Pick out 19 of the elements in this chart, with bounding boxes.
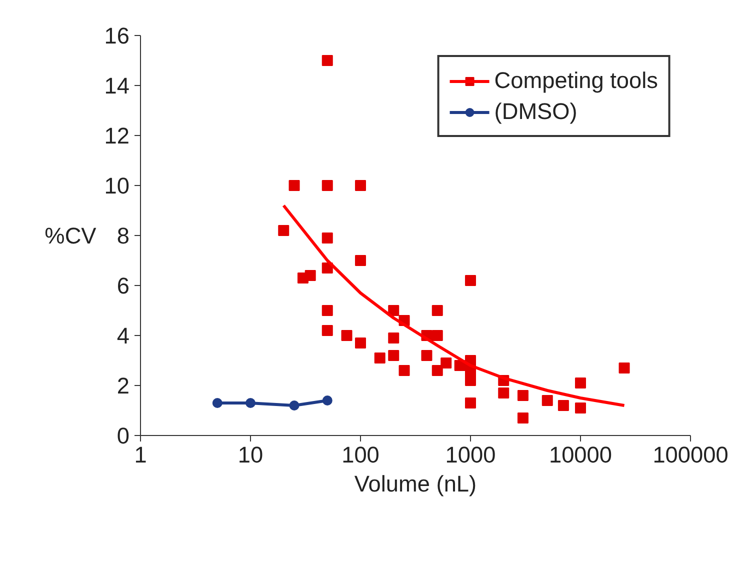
x-tick-label: 100000 xyxy=(652,442,728,468)
legend-label: Competing tools xyxy=(494,67,658,94)
y-tick-label: 2 xyxy=(116,372,130,398)
y-tick-label: 16 xyxy=(104,22,130,48)
x-tick-label: 1 xyxy=(134,442,147,468)
x-tick-label: 100 xyxy=(342,442,380,468)
x-tick-label: 1000 xyxy=(445,442,496,468)
y-tick-label: 0 xyxy=(116,422,130,448)
y-tick-label: 6 xyxy=(116,272,130,298)
y-tick-label: 12 xyxy=(104,122,130,148)
y-tick-label: 8 xyxy=(116,222,130,248)
x-axis-title: Volume (nL) xyxy=(354,470,477,496)
x-tick-label: 10000 xyxy=(549,442,612,468)
y-axis-title: %CV xyxy=(44,222,98,248)
y-tick-label: 4 xyxy=(116,322,130,348)
y-tick-label: 10 xyxy=(104,172,130,198)
y-tick-label: 14 xyxy=(104,72,130,98)
legend-label: (DMSO) xyxy=(494,98,578,125)
x-tick-label: 10 xyxy=(238,442,264,468)
